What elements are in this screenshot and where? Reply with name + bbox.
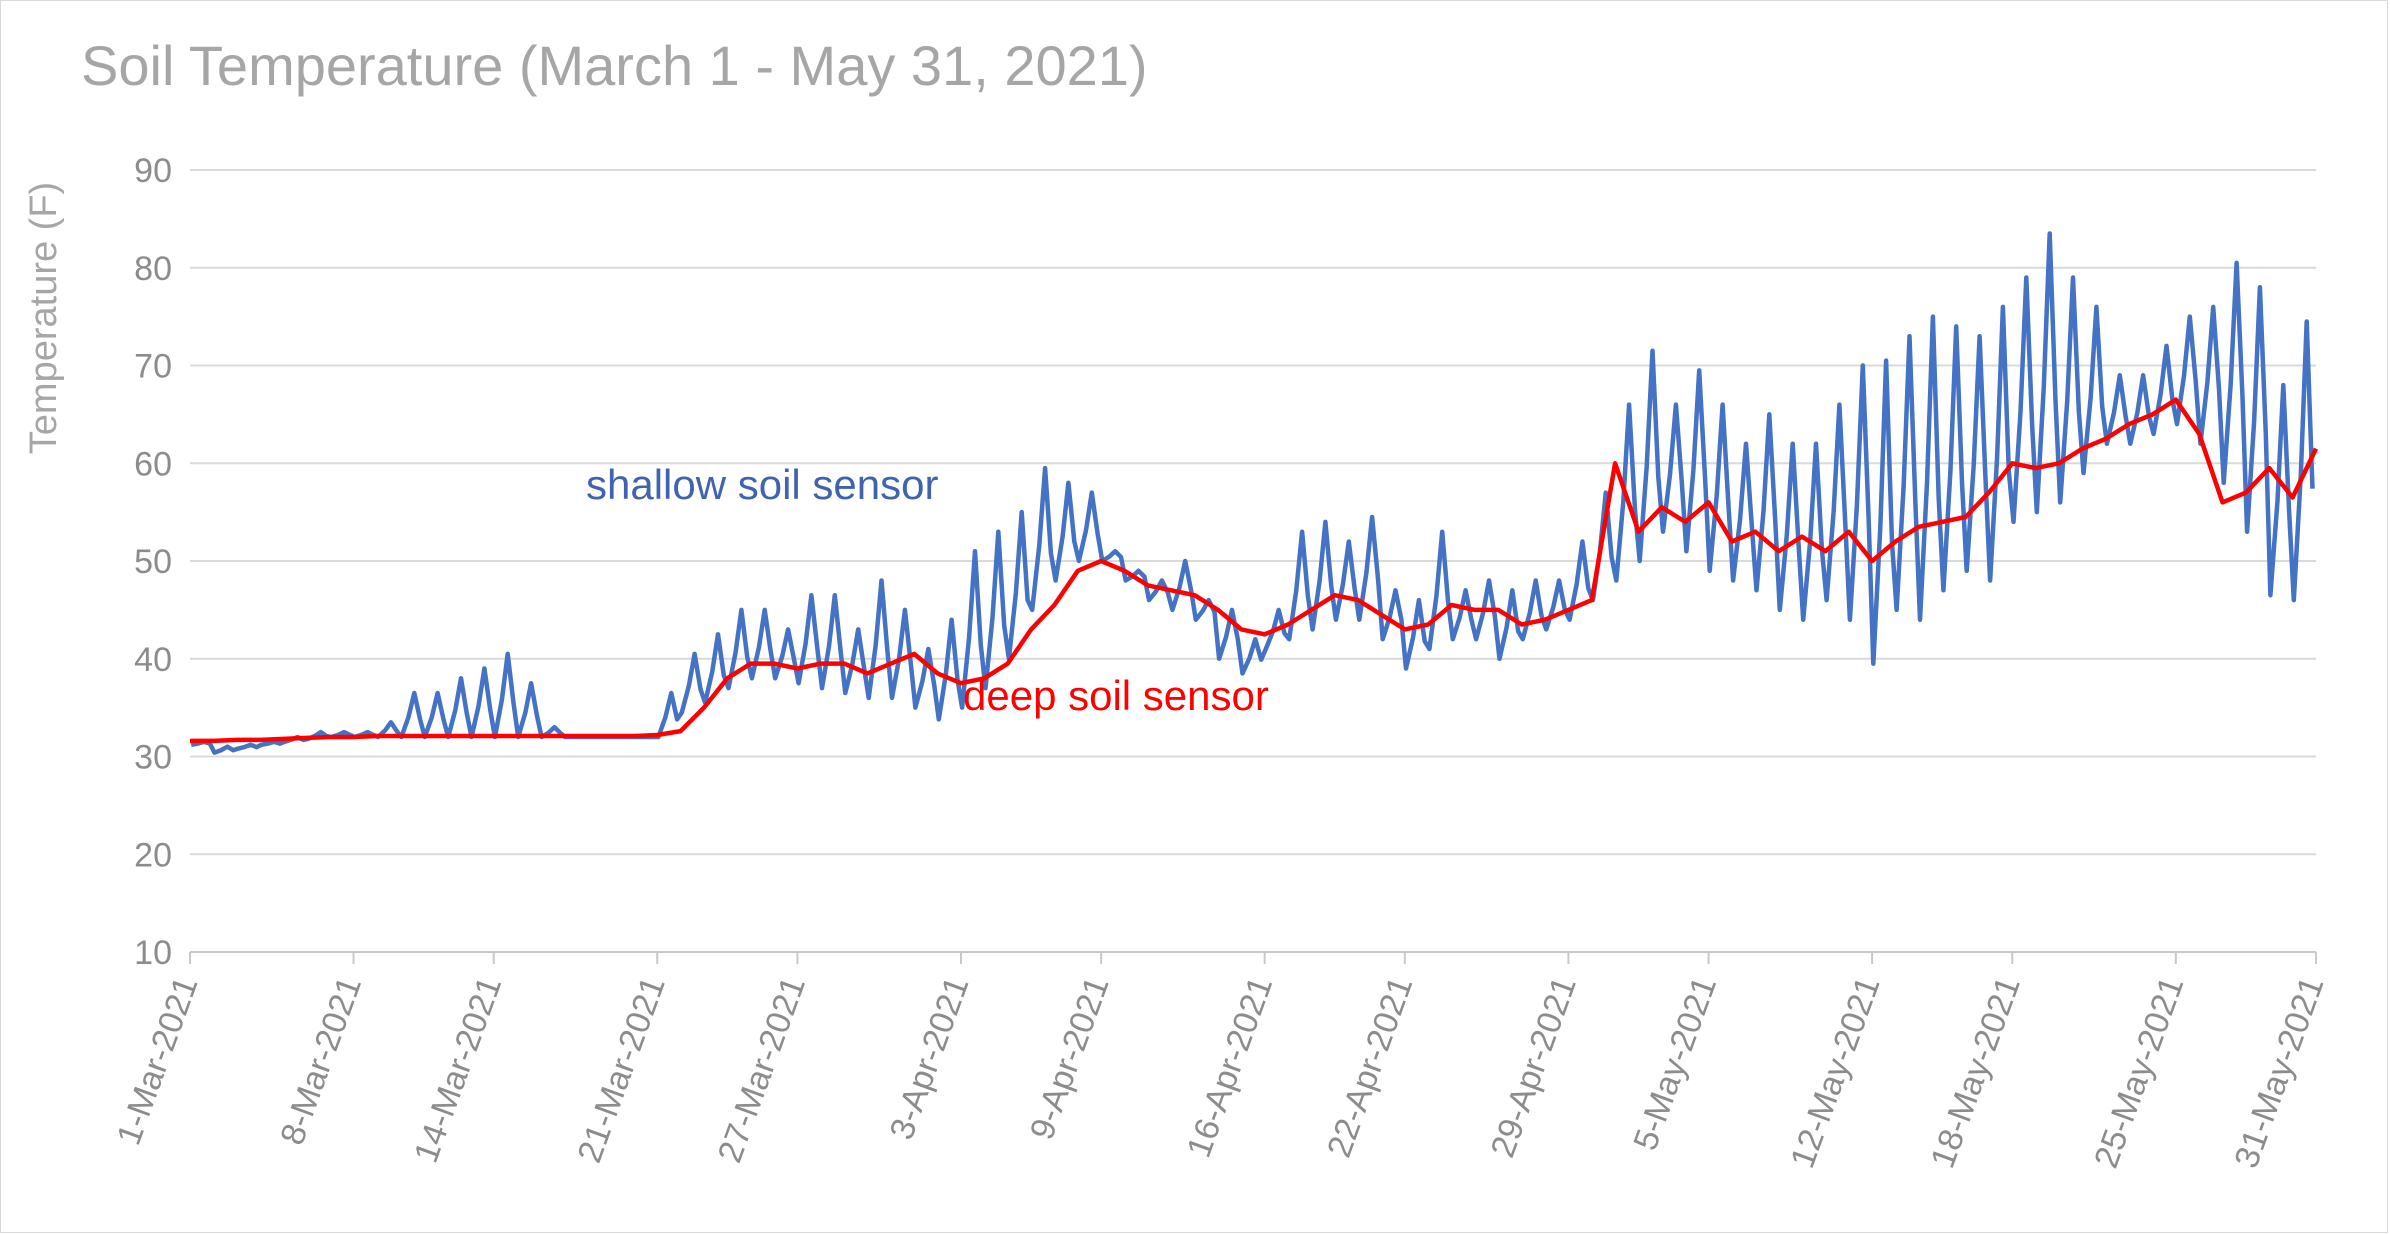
y-tick-label: 80 bbox=[134, 250, 172, 288]
x-tick-label: 16-Apr-2021 bbox=[1180, 972, 1280, 1163]
y-tick-label: 10 bbox=[134, 934, 172, 972]
x-tick-label: 22-Apr-2021 bbox=[1320, 972, 1420, 1163]
x-tick-label: 8-Mar-2021 bbox=[273, 972, 369, 1150]
x-tick-label: 9-Apr-2021 bbox=[1023, 972, 1117, 1145]
deep-series-label: deep soil sensor bbox=[963, 672, 1269, 719]
x-tick-label: 1-Mar-2021 bbox=[110, 972, 206, 1150]
deep-soil-sensor-line bbox=[190, 397, 2319, 744]
chart-title: Soil Temperature (March 1 - May 31, 2021… bbox=[81, 34, 1148, 97]
y-tick-label: 70 bbox=[134, 348, 172, 386]
series-lines bbox=[190, 231, 2319, 755]
y-tick-label: 30 bbox=[134, 739, 172, 777]
x-tick-label: 25-May-2021 bbox=[2087, 972, 2191, 1173]
x-axis: 1-Mar-2021 8-Mar-2021 14-Mar-2021 21-Mar-20… bbox=[110, 952, 2332, 1173]
shallow-series-label: shallow soil sensor bbox=[586, 461, 939, 508]
x-tick-label: 27-Mar-2021 bbox=[711, 972, 813, 1168]
x-tick-label: 31-May-2021 bbox=[2227, 972, 2331, 1173]
y-tick-label: 50 bbox=[134, 543, 172, 581]
x-tick-label: 18-May-2021 bbox=[1924, 972, 2028, 1173]
x-tick-label: 29-Apr-2021 bbox=[1484, 972, 1584, 1163]
y-tick-label: 20 bbox=[134, 836, 172, 874]
x-tick-label: 5-May-2021 bbox=[1626, 972, 1724, 1155]
gridlines bbox=[190, 169, 2316, 953]
x-tick-label: 3-Apr-2021 bbox=[883, 972, 977, 1145]
y-tick-label: 40 bbox=[134, 641, 172, 679]
x-tick-label: 21-Mar-2021 bbox=[570, 972, 672, 1168]
y-tick-label: 90 bbox=[134, 152, 172, 190]
x-tick-label: 14-Mar-2021 bbox=[407, 972, 509, 1168]
y-tick-labels: 10 20 30 40 50 60 70 80 90 bbox=[134, 152, 172, 972]
y-tick-label: 60 bbox=[134, 445, 172, 483]
x-tick-label: 12-May-2021 bbox=[1783, 972, 1887, 1173]
y-axis-label: Temperature (F) bbox=[23, 182, 65, 454]
